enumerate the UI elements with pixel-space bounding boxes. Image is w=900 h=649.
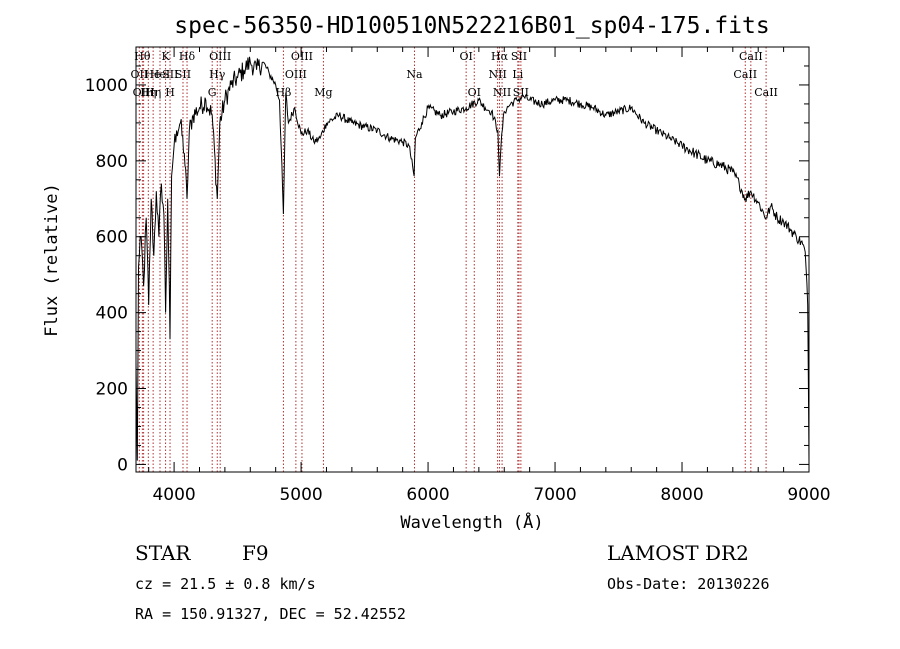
spectral-line-label: OIII	[291, 50, 313, 63]
spectral-line-label: OII	[130, 68, 148, 81]
spectral-line-label: NII	[488, 68, 506, 81]
spectral-line-label: CaII	[739, 50, 763, 63]
spectral-line-labels: HθOIIOIIIHηHηHeHeIKHSIISIIHδHγGOIIIHβOII…	[130, 50, 777, 99]
spectral-line-label: OI	[459, 50, 472, 63]
spectral-line-label: K	[161, 50, 170, 63]
x-axis-label: Wavelength (Å)	[400, 511, 543, 533]
spectral-line-label: Mg	[314, 86, 332, 99]
spectral-line-label: SII	[162, 68, 178, 81]
spectrum-series-line	[135, 56, 810, 465]
y-tick-label: 200	[96, 380, 128, 400]
chart-title: spec-56350-HD100510N522216B01_sp04-175.f…	[174, 13, 769, 39]
spectral-line-label: OIII	[285, 68, 307, 81]
x-tick-label: 7000	[533, 485, 576, 505]
spectral-line-label: HeI	[150, 68, 170, 81]
x-tick-label: 4000	[152, 485, 195, 505]
redshift-cz: cz = 21.5 ± 0.8 km/s	[135, 575, 316, 593]
y-tick-label: 1000	[85, 76, 128, 96]
y-tick-label: 400	[96, 304, 128, 324]
y-tick-label: 800	[96, 152, 128, 172]
x-tick-label: 6000	[406, 485, 449, 505]
object-type: STAR	[135, 541, 191, 565]
obs-date: Obs-Date: 20130226	[607, 575, 770, 593]
spectral-line-label: Hγ	[209, 68, 226, 81]
spectral-line-label: Hη	[145, 86, 161, 99]
spectral-line-label: SII	[175, 68, 191, 81]
x-axis: 4000 5000 6000 7000 8000 9000	[148, 47, 831, 505]
ra-dec-coords: RA = 150.91327, DEC = 52.42552	[135, 605, 406, 623]
spectral-line-label: SII	[511, 50, 527, 63]
spectral-line-label: OI	[468, 86, 481, 99]
spectral-line-label: He	[144, 68, 160, 81]
survey-name: LAMOST DR2	[607, 541, 749, 565]
spectral-line-label: CaII	[754, 86, 778, 99]
spectral-line-label: OIII	[209, 50, 231, 63]
spectral-line-label: G	[208, 86, 217, 99]
y-tick-label: 600	[96, 228, 128, 248]
y-tick-label: 0	[117, 455, 128, 475]
x-tick-label: 9000	[787, 485, 830, 505]
spectral-line-label: Na	[406, 68, 423, 81]
y-axis: 0 200 400 600 800 1000	[85, 46, 809, 475]
plot-frame	[135, 46, 810, 473]
spectral-line-label: H	[165, 86, 175, 99]
spectral-line-label: Hδ	[179, 50, 196, 63]
spectral-line-label: Hθ	[134, 50, 151, 63]
x-tick-label: 5000	[279, 485, 322, 505]
spectral-line-markers	[138, 47, 767, 472]
x-tick-label: 8000	[660, 485, 703, 505]
spectral-line-label: Hη	[140, 86, 156, 99]
spectral-line-label: NII	[493, 86, 511, 99]
spectral-line-label: OIII	[133, 86, 155, 99]
spectral-line-label: CaII	[733, 68, 757, 81]
spectral-line-label: Li	[512, 68, 523, 81]
y-axis-label: Flux (relative)	[42, 183, 62, 337]
spectral-line-label: Hβ	[275, 86, 291, 99]
subclass: F9	[242, 541, 269, 565]
spectral-line-label: Hα	[491, 50, 509, 63]
spectral-line-label: SII	[513, 86, 529, 99]
